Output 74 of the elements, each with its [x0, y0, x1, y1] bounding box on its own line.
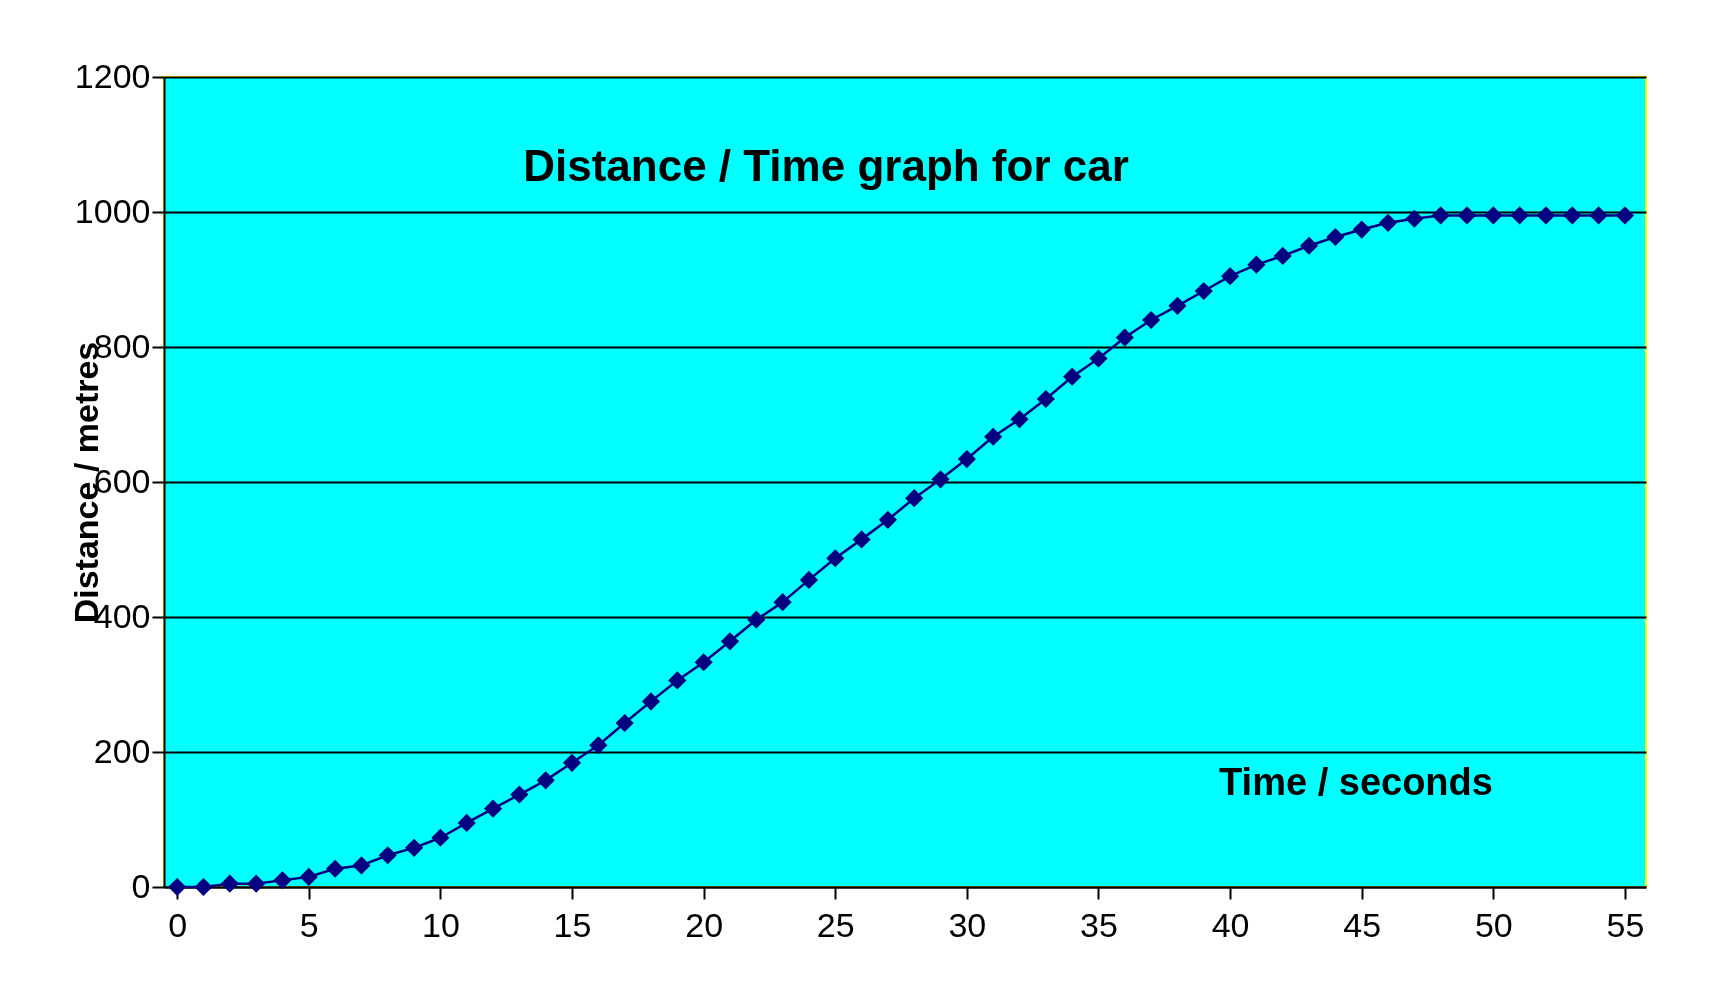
point	[1326, 227, 1345, 247]
x-tick-label: 55	[1606, 905, 1645, 944]
point	[694, 653, 713, 672]
x-tick-label: 25	[816, 905, 855, 944]
point	[1115, 328, 1134, 347]
point	[1615, 206, 1635, 225]
point	[984, 427, 1003, 446]
x-tick-label: 20	[685, 905, 724, 944]
point	[878, 510, 897, 529]
point	[1457, 206, 1477, 225]
point	[378, 846, 397, 865]
point	[931, 470, 950, 489]
point	[247, 874, 266, 893]
point	[1536, 206, 1556, 225]
point	[536, 771, 555, 790]
point	[299, 867, 318, 886]
point	[905, 489, 924, 508]
x-tick-label: 40	[1211, 905, 1250, 944]
point	[1378, 213, 1398, 232]
point	[1405, 209, 1424, 228]
x-tick-label: 15	[553, 905, 592, 944]
x-tick-label: 10	[421, 905, 460, 944]
point	[220, 874, 239, 893]
x-tick-label: 30	[948, 905, 987, 944]
x-tick-label: 5	[299, 905, 319, 944]
point	[1194, 281, 1213, 301]
point	[1142, 310, 1161, 330]
point	[562, 753, 582, 772]
point	[273, 871, 292, 890]
point	[1563, 206, 1582, 225]
point	[615, 713, 634, 733]
point	[773, 593, 792, 612]
y-tick-label: 200	[93, 731, 151, 770]
point	[589, 736, 608, 755]
point	[326, 859, 345, 878]
x-tick-label: 0	[168, 905, 188, 944]
point	[641, 692, 661, 711]
point	[668, 671, 687, 690]
point	[457, 813, 476, 832]
point	[510, 785, 529, 804]
y-tick-label: 0	[131, 866, 151, 905]
point	[1221, 267, 1240, 286]
point	[1273, 246, 1292, 265]
point	[1352, 220, 1371, 239]
y-tick-label: 1000	[74, 191, 151, 230]
point	[194, 877, 213, 897]
point	[799, 570, 818, 589]
point	[826, 549, 845, 568]
point	[431, 828, 450, 847]
point	[1089, 349, 1108, 368]
x-tick-label: 50	[1474, 905, 1513, 944]
point	[1510, 206, 1529, 225]
point	[1036, 389, 1055, 409]
point	[483, 799, 503, 818]
point	[1431, 206, 1450, 225]
point	[1299, 236, 1319, 255]
point	[957, 449, 976, 469]
point	[1247, 255, 1266, 274]
y-tick-label: 1200	[74, 56, 151, 95]
point	[1589, 206, 1608, 225]
point	[168, 877, 187, 897]
point	[1010, 410, 1029, 429]
x-tick-label: 45	[1343, 905, 1382, 944]
point	[1168, 296, 1187, 315]
point	[1063, 367, 1082, 386]
x-tick-label: 35	[1080, 905, 1118, 944]
point	[852, 530, 871, 549]
point	[1484, 206, 1503, 225]
point	[747, 610, 766, 629]
point	[404, 838, 424, 857]
text: Distance / Time graph for car	[523, 141, 1129, 190]
x-axis-title: Time / seconds	[1219, 761, 1493, 803]
point	[352, 856, 371, 875]
point	[720, 632, 740, 651]
